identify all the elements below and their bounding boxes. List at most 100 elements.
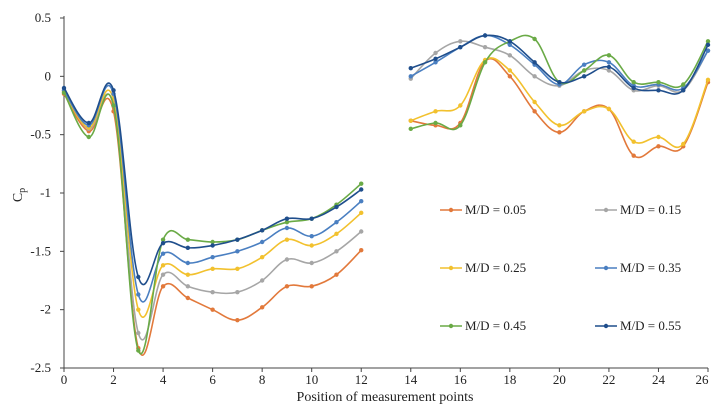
legend-label: M/D = 0.05 (465, 202, 526, 217)
legend-label: M/D = 0.15 (620, 202, 681, 217)
legend-label: M/D = 0.45 (465, 318, 526, 333)
x-tick-label: 14 (404, 372, 418, 387)
data-point (557, 79, 562, 85)
legend-label: M/D = 0.55 (620, 318, 681, 333)
y-tick-label: 0 (45, 68, 52, 83)
data-point (86, 134, 91, 140)
data-point (631, 79, 636, 85)
data-point (309, 260, 314, 266)
legend-swatch-marker (603, 207, 609, 213)
data-point (359, 229, 364, 234)
data-point (631, 139, 636, 144)
data-point (61, 90, 67, 95)
data-point (284, 257, 290, 262)
data-point (408, 65, 413, 71)
data-point (581, 62, 587, 67)
data-point (359, 247, 364, 253)
data-point (705, 48, 711, 53)
data-point (160, 284, 166, 289)
data-point (458, 44, 463, 50)
legend-swatch-marker (603, 265, 609, 271)
x-axis-title: Position of measurement points (297, 390, 474, 405)
y-tick-label: -1.5 (30, 243, 51, 258)
legend-swatch-marker (448, 265, 454, 271)
y-tick-label: -1 (40, 185, 51, 200)
data-point (359, 187, 364, 192)
series-line (63, 92, 362, 355)
legend-swatch-marker (448, 207, 454, 213)
data-point (557, 130, 562, 135)
data-point (136, 307, 141, 312)
series-line (410, 57, 709, 159)
data-point (433, 120, 438, 126)
data-point (334, 204, 339, 210)
legend-label: M/D = 0.25 (465, 260, 526, 275)
data-point (681, 88, 686, 93)
data-point (235, 237, 240, 242)
data-point (408, 74, 413, 79)
data-point (309, 243, 314, 248)
y-axis-title-subscript: p (17, 188, 28, 193)
data-point (334, 249, 339, 254)
data-point (185, 245, 191, 251)
x-tick-label: 4 (160, 372, 167, 387)
x-tick-label: 2 (110, 372, 117, 387)
data-point (458, 39, 463, 44)
data-point (507, 68, 513, 73)
data-point (606, 68, 612, 73)
data-point (185, 284, 191, 289)
data-point (606, 106, 612, 112)
data-point (235, 249, 240, 254)
data-point (507, 74, 513, 79)
data-point (656, 144, 661, 149)
x-tick-label: 8 (259, 372, 266, 387)
data-point (160, 237, 166, 242)
data-point (433, 56, 438, 62)
svg-text:Cp: Cp (11, 188, 28, 202)
data-point (259, 278, 265, 283)
data-point (581, 74, 587, 79)
data-point (705, 39, 711, 44)
legend-swatch-marker (603, 323, 609, 329)
series-line (63, 89, 362, 319)
data-point (532, 60, 537, 65)
data-point (631, 85, 636, 91)
y-axis-title-main: C (11, 193, 26, 202)
data-point (681, 82, 686, 87)
data-point (210, 289, 215, 295)
data-point (210, 307, 215, 312)
data-point (507, 53, 513, 58)
data-point (507, 39, 513, 44)
data-point (631, 153, 636, 158)
data-point (705, 77, 711, 83)
series-line (63, 89, 362, 341)
x-tick-label: 24 (652, 372, 666, 387)
y-tick-label: 0.5 (35, 10, 51, 25)
series-line (63, 93, 362, 356)
legend-swatch-marker (448, 323, 454, 329)
data-point (458, 123, 463, 128)
data-point (259, 239, 265, 245)
data-point (458, 103, 463, 108)
data-point (160, 263, 166, 268)
data-point (408, 118, 413, 123)
data-point (606, 64, 612, 70)
data-point (532, 36, 537, 42)
data-point (284, 216, 290, 221)
data-point (681, 141, 686, 147)
data-point (433, 50, 438, 56)
data-point (359, 210, 364, 216)
data-point (532, 109, 537, 114)
x-tick-label: 0 (61, 372, 68, 387)
x-tick-label: 10 (305, 372, 318, 387)
data-point (210, 239, 215, 245)
data-point (482, 33, 488, 38)
data-point (359, 181, 364, 186)
x-tick-label: 12 (355, 372, 368, 387)
data-point (259, 254, 265, 260)
data-point (136, 274, 141, 280)
data-point (334, 219, 339, 225)
data-point (259, 305, 265, 310)
data-point (606, 60, 612, 65)
